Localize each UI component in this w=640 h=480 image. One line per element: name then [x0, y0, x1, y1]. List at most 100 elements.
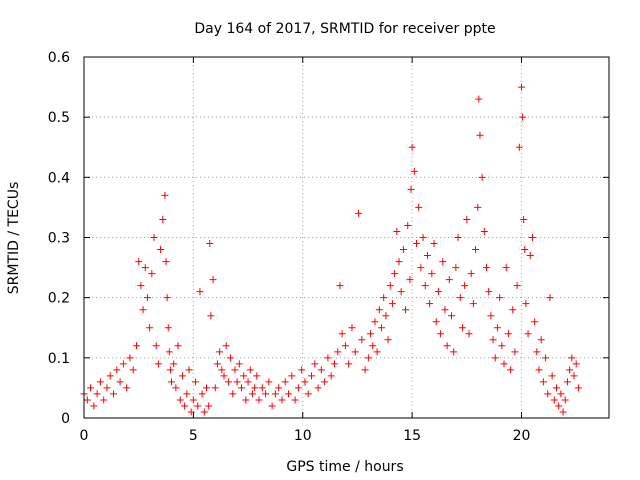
data-point — [150, 234, 158, 241]
data-point — [227, 354, 235, 362]
data-point — [163, 294, 171, 302]
data-point — [348, 324, 356, 332]
data-point — [402, 306, 410, 314]
data-point — [220, 372, 228, 380]
data-point — [399, 246, 407, 254]
data-point — [509, 306, 517, 314]
data-point — [533, 348, 541, 356]
data-point — [373, 348, 381, 356]
data-point — [341, 342, 349, 350]
data-point — [231, 366, 239, 374]
data-point — [410, 167, 418, 175]
data-point — [240, 372, 248, 380]
data-point — [393, 227, 401, 235]
data-point — [504, 330, 512, 338]
data-point — [568, 354, 576, 362]
data-point — [181, 402, 189, 410]
data-point — [559, 408, 567, 416]
data-point — [480, 227, 488, 235]
data-point — [367, 330, 375, 338]
data-point — [324, 354, 332, 362]
data-point — [265, 378, 273, 386]
y-tick-label: 0 — [61, 411, 70, 427]
data-point — [238, 384, 245, 392]
data-point — [206, 240, 214, 248]
data-point — [253, 372, 261, 380]
data-point — [463, 215, 471, 223]
data-point — [100, 396, 108, 404]
data-point — [563, 378, 571, 386]
data-point — [213, 360, 221, 368]
data-point — [209, 276, 217, 284]
data-point — [83, 396, 91, 404]
data-point — [189, 396, 197, 404]
data-point — [229, 390, 237, 398]
data-point — [474, 203, 482, 211]
data-point — [454, 234, 462, 241]
data-point — [255, 396, 263, 404]
data-point — [93, 390, 101, 398]
data-point — [478, 173, 486, 181]
data-point — [493, 324, 501, 332]
data-point — [361, 366, 369, 374]
data-point — [87, 384, 95, 392]
data-point — [417, 264, 425, 272]
data-point — [161, 191, 169, 199]
data-point — [441, 306, 449, 314]
data-point — [338, 330, 346, 338]
data-point — [116, 378, 124, 386]
data-point — [458, 324, 466, 332]
data-point — [445, 276, 453, 284]
data-point — [291, 396, 299, 404]
data-point — [355, 209, 363, 217]
data-point — [384, 336, 392, 344]
data-point — [164, 324, 172, 332]
data-point — [404, 221, 412, 229]
data-point — [544, 390, 552, 398]
data-point — [308, 372, 315, 380]
y-tick-label: 0.2 — [48, 291, 70, 307]
data-point — [397, 288, 405, 296]
data-point — [439, 258, 447, 266]
data-point — [450, 348, 458, 356]
data-point — [386, 282, 394, 290]
data-point — [194, 402, 202, 410]
data-point — [388, 300, 396, 308]
data-point — [413, 240, 420, 248]
data-point — [364, 354, 372, 362]
data-point — [511, 348, 519, 356]
data-point — [426, 300, 434, 308]
data-point — [183, 390, 191, 398]
x-tick-label: 15 — [403, 428, 421, 444]
data-point — [103, 384, 111, 392]
data-point — [520, 215, 528, 223]
data-point — [553, 384, 560, 392]
data-point — [248, 390, 256, 398]
y-tick-label: 0.1 — [48, 351, 70, 367]
data-point — [148, 270, 156, 278]
data-point — [146, 324, 154, 332]
data-point — [391, 270, 399, 278]
data-point — [452, 264, 460, 272]
data-point — [113, 366, 121, 374]
y-axis-label: SRMTID / TECUs — [6, 182, 22, 295]
x-axis-label: GPS time / hours — [286, 459, 403, 475]
data-point — [251, 384, 259, 392]
data-point — [317, 366, 325, 374]
x-tick-label: 5 — [189, 428, 198, 444]
data-point — [542, 354, 550, 362]
data-point — [382, 312, 390, 320]
data-point — [487, 312, 495, 320]
axes: 0 5 10 15 20 0 0.1 0.2 0.3 0.4 0.5 0.6 — [48, 50, 610, 444]
data-point — [428, 270, 436, 278]
y-tick-label: 0.3 — [48, 231, 70, 247]
data-point — [537, 336, 545, 344]
data-point — [110, 390, 118, 398]
data-point — [268, 402, 276, 410]
data-point — [518, 83, 525, 91]
data-point — [465, 330, 473, 338]
data-point — [304, 390, 312, 398]
data-point — [157, 246, 165, 254]
data-point — [448, 312, 455, 320]
